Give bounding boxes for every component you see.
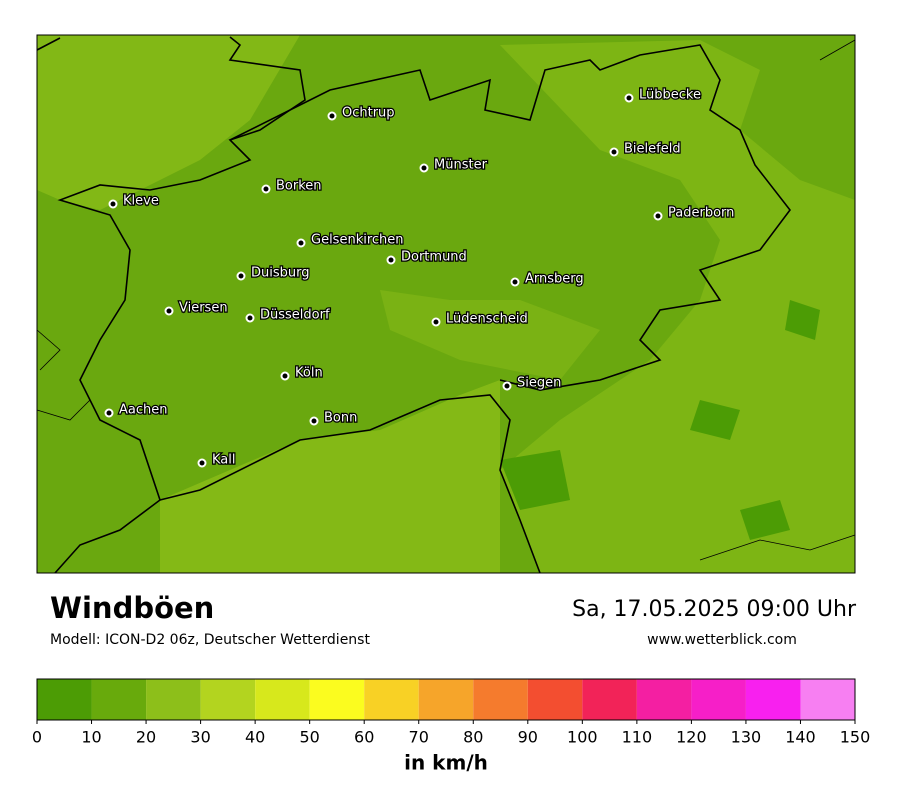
colorbar-tick-label: 90 <box>518 728 538 747</box>
colorbar-segment <box>691 679 746 720</box>
colorbar-tick-label: 30 <box>190 728 210 747</box>
date: Sa, 17.05.2025 09:00 Uhr <box>572 597 857 622</box>
map-frame <box>36 34 856 574</box>
city-label: Düsseldorf <box>260 308 330 323</box>
city-marker <box>280 371 290 381</box>
colorbar-segment <box>800 679 855 720</box>
city-label: Siegen <box>517 376 561 391</box>
map: Lübbecke Ochtrup Bielefeld Münster Borken Kle… <box>36 34 856 574</box>
title: Windböen <box>50 591 214 625</box>
colorbar-segment <box>91 679 147 720</box>
city-label: Lüdenscheid <box>446 312 528 327</box>
city-label: Kall <box>212 453 236 468</box>
terrain-patch <box>500 40 855 573</box>
colorbar-unit: in km/h <box>404 751 488 775</box>
city-label: Paderborn <box>668 206 734 221</box>
city-label: Bielefeld <box>624 142 681 157</box>
city-label: Dortmund <box>401 250 467 265</box>
colorbar-segment <box>255 679 310 720</box>
colorbar: 0 10 20 30 40 50 60 70 80 90 100 110 120 130 140 150 <box>32 678 871 747</box>
colorbar-tick-label: 150 <box>840 728 871 747</box>
colorbar-tick-label: 140 <box>785 728 816 747</box>
city-label: Viersen <box>179 301 228 316</box>
cities: Lübbecke Ochtrup Bielefeld Münster Borken Kle… <box>104 86 736 469</box>
city-marker <box>386 255 396 265</box>
city-marker <box>236 271 246 281</box>
colorbar-tick-label: 10 <box>81 728 101 747</box>
colorbar-segment <box>745 679 801 720</box>
city-marker <box>502 381 512 391</box>
colorbar-tick-label: 40 <box>245 728 265 747</box>
terrain-patch <box>37 35 300 210</box>
city-marker <box>327 111 337 121</box>
city-label: Aachen <box>119 403 167 418</box>
colorbar-segment <box>418 679 474 720</box>
colorbar-segment <box>309 679 365 720</box>
city-label: Lübbecke <box>639 88 701 103</box>
border <box>36 36 306 574</box>
colorbar-segment <box>37 679 92 720</box>
colorbar-segment <box>473 679 528 720</box>
subtitle: Modell: ICON-D2 06z, Deutscher Wetterdie… <box>50 632 370 648</box>
colorbar-tick-label: 70 <box>409 728 429 747</box>
city-marker <box>609 147 619 157</box>
city-marker <box>108 199 118 209</box>
colorbar-tick-label: 80 <box>463 728 483 747</box>
colorbar-segment <box>146 679 201 720</box>
city-label: Duisburg <box>251 266 310 281</box>
city-label: Kleve <box>123 194 159 209</box>
city-marker <box>261 184 271 194</box>
city-label: Münster <box>434 158 488 173</box>
city-label: Köln <box>295 366 323 381</box>
border <box>159 394 541 574</box>
colorbar-tick-label: 120 <box>676 728 707 747</box>
colorbar-tick-label: 130 <box>731 728 762 747</box>
colorbar-tick-label: 100 <box>567 728 598 747</box>
city-marker <box>309 416 319 426</box>
city-label: Arnsberg <box>525 272 584 287</box>
colorbar-tick-label: 20 <box>136 728 156 747</box>
city-marker <box>197 458 207 468</box>
city-marker <box>104 408 114 418</box>
colorbar-segment <box>364 679 419 720</box>
city-marker <box>624 93 634 103</box>
terrain-patch <box>380 290 600 380</box>
city-marker <box>431 317 441 327</box>
city-marker <box>164 306 174 316</box>
city-label: Gelsenkirchen <box>311 233 404 248</box>
terrain-patch <box>500 300 820 540</box>
city-marker <box>245 313 255 323</box>
colorbar-segment <box>200 679 256 720</box>
city-label: Borken <box>276 179 322 194</box>
colorbar-tick-label: 50 <box>299 728 319 747</box>
website: www.wetterblick.com <box>647 632 797 648</box>
city-marker <box>419 163 429 173</box>
terrain-patch <box>160 380 500 573</box>
city-marker <box>510 277 520 287</box>
border <box>229 44 792 391</box>
city-label: Bonn <box>324 411 357 426</box>
colorbar-segment <box>636 679 692 720</box>
colorbar-tick-label: 0 <box>32 728 42 747</box>
city-marker <box>296 238 306 248</box>
city-marker <box>653 211 663 221</box>
colorbar-tick-label: 60 <box>354 728 374 747</box>
colorbar-tick-label: 110 <box>622 728 653 747</box>
city-label: Ochtrup <box>342 106 395 121</box>
colorbar-segment <box>527 679 583 720</box>
colorbar-segment <box>582 679 637 720</box>
colorbar-frame <box>36 678 856 721</box>
border <box>36 39 856 561</box>
